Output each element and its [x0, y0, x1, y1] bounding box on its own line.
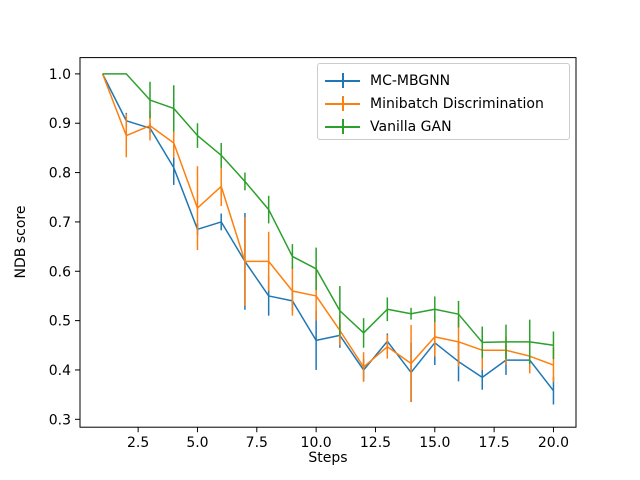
- legend-label: Vanilla GAN: [370, 118, 452, 135]
- errorbar-legend-handle-icon: [325, 96, 360, 111]
- legend-label: Minibatch Discrimination: [370, 95, 544, 112]
- series-line-1: [101, 73, 554, 368]
- x-tick-label: 20.0: [538, 435, 569, 451]
- x-tick-label: 17.5: [479, 435, 510, 451]
- y-tick-label: 0.8: [49, 166, 71, 182]
- plot-frame: [79, 57, 577, 428]
- legend-box: MC-MBGNN Minibatch Discrimination Vanilla …: [317, 63, 570, 140]
- x-tick-label: 10.0: [301, 435, 332, 451]
- errorbar-legend-handle-icon: [325, 119, 360, 134]
- y-axis-label: NDB score: [13, 205, 29, 279]
- y-tick-label: 1.0: [49, 67, 71, 83]
- series-line-2: [102, 73, 554, 347]
- legend-item-0: MC-MBGNN: [325, 69, 569, 92]
- y-tick-label: 0.3: [49, 412, 71, 428]
- legend-item-2: Vanilla GAN: [325, 115, 569, 138]
- legend-label: MC-MBGNN: [370, 72, 451, 89]
- y-tick-label: 0.6: [49, 264, 71, 280]
- x-tick-label: 2.5: [127, 435, 149, 451]
- legend-item-1: Minibatch Discrimination: [325, 92, 569, 115]
- y-tick-label: 0.5: [49, 314, 71, 330]
- errorbar-legend-handle-icon: [325, 73, 360, 88]
- x-tick-label: 12.5: [360, 435, 391, 451]
- y-tick-label: 0.7: [49, 215, 71, 231]
- y-tick-label: 0.4: [49, 363, 71, 379]
- x-tick-label: 7.5: [246, 435, 268, 451]
- series-line-0: [101, 73, 555, 392]
- x-tick-label: 15.0: [419, 435, 450, 451]
- x-axis-label: Steps: [308, 450, 348, 466]
- y-tick-label: 0.9: [49, 116, 71, 132]
- x-tick-label: 5.0: [186, 435, 208, 451]
